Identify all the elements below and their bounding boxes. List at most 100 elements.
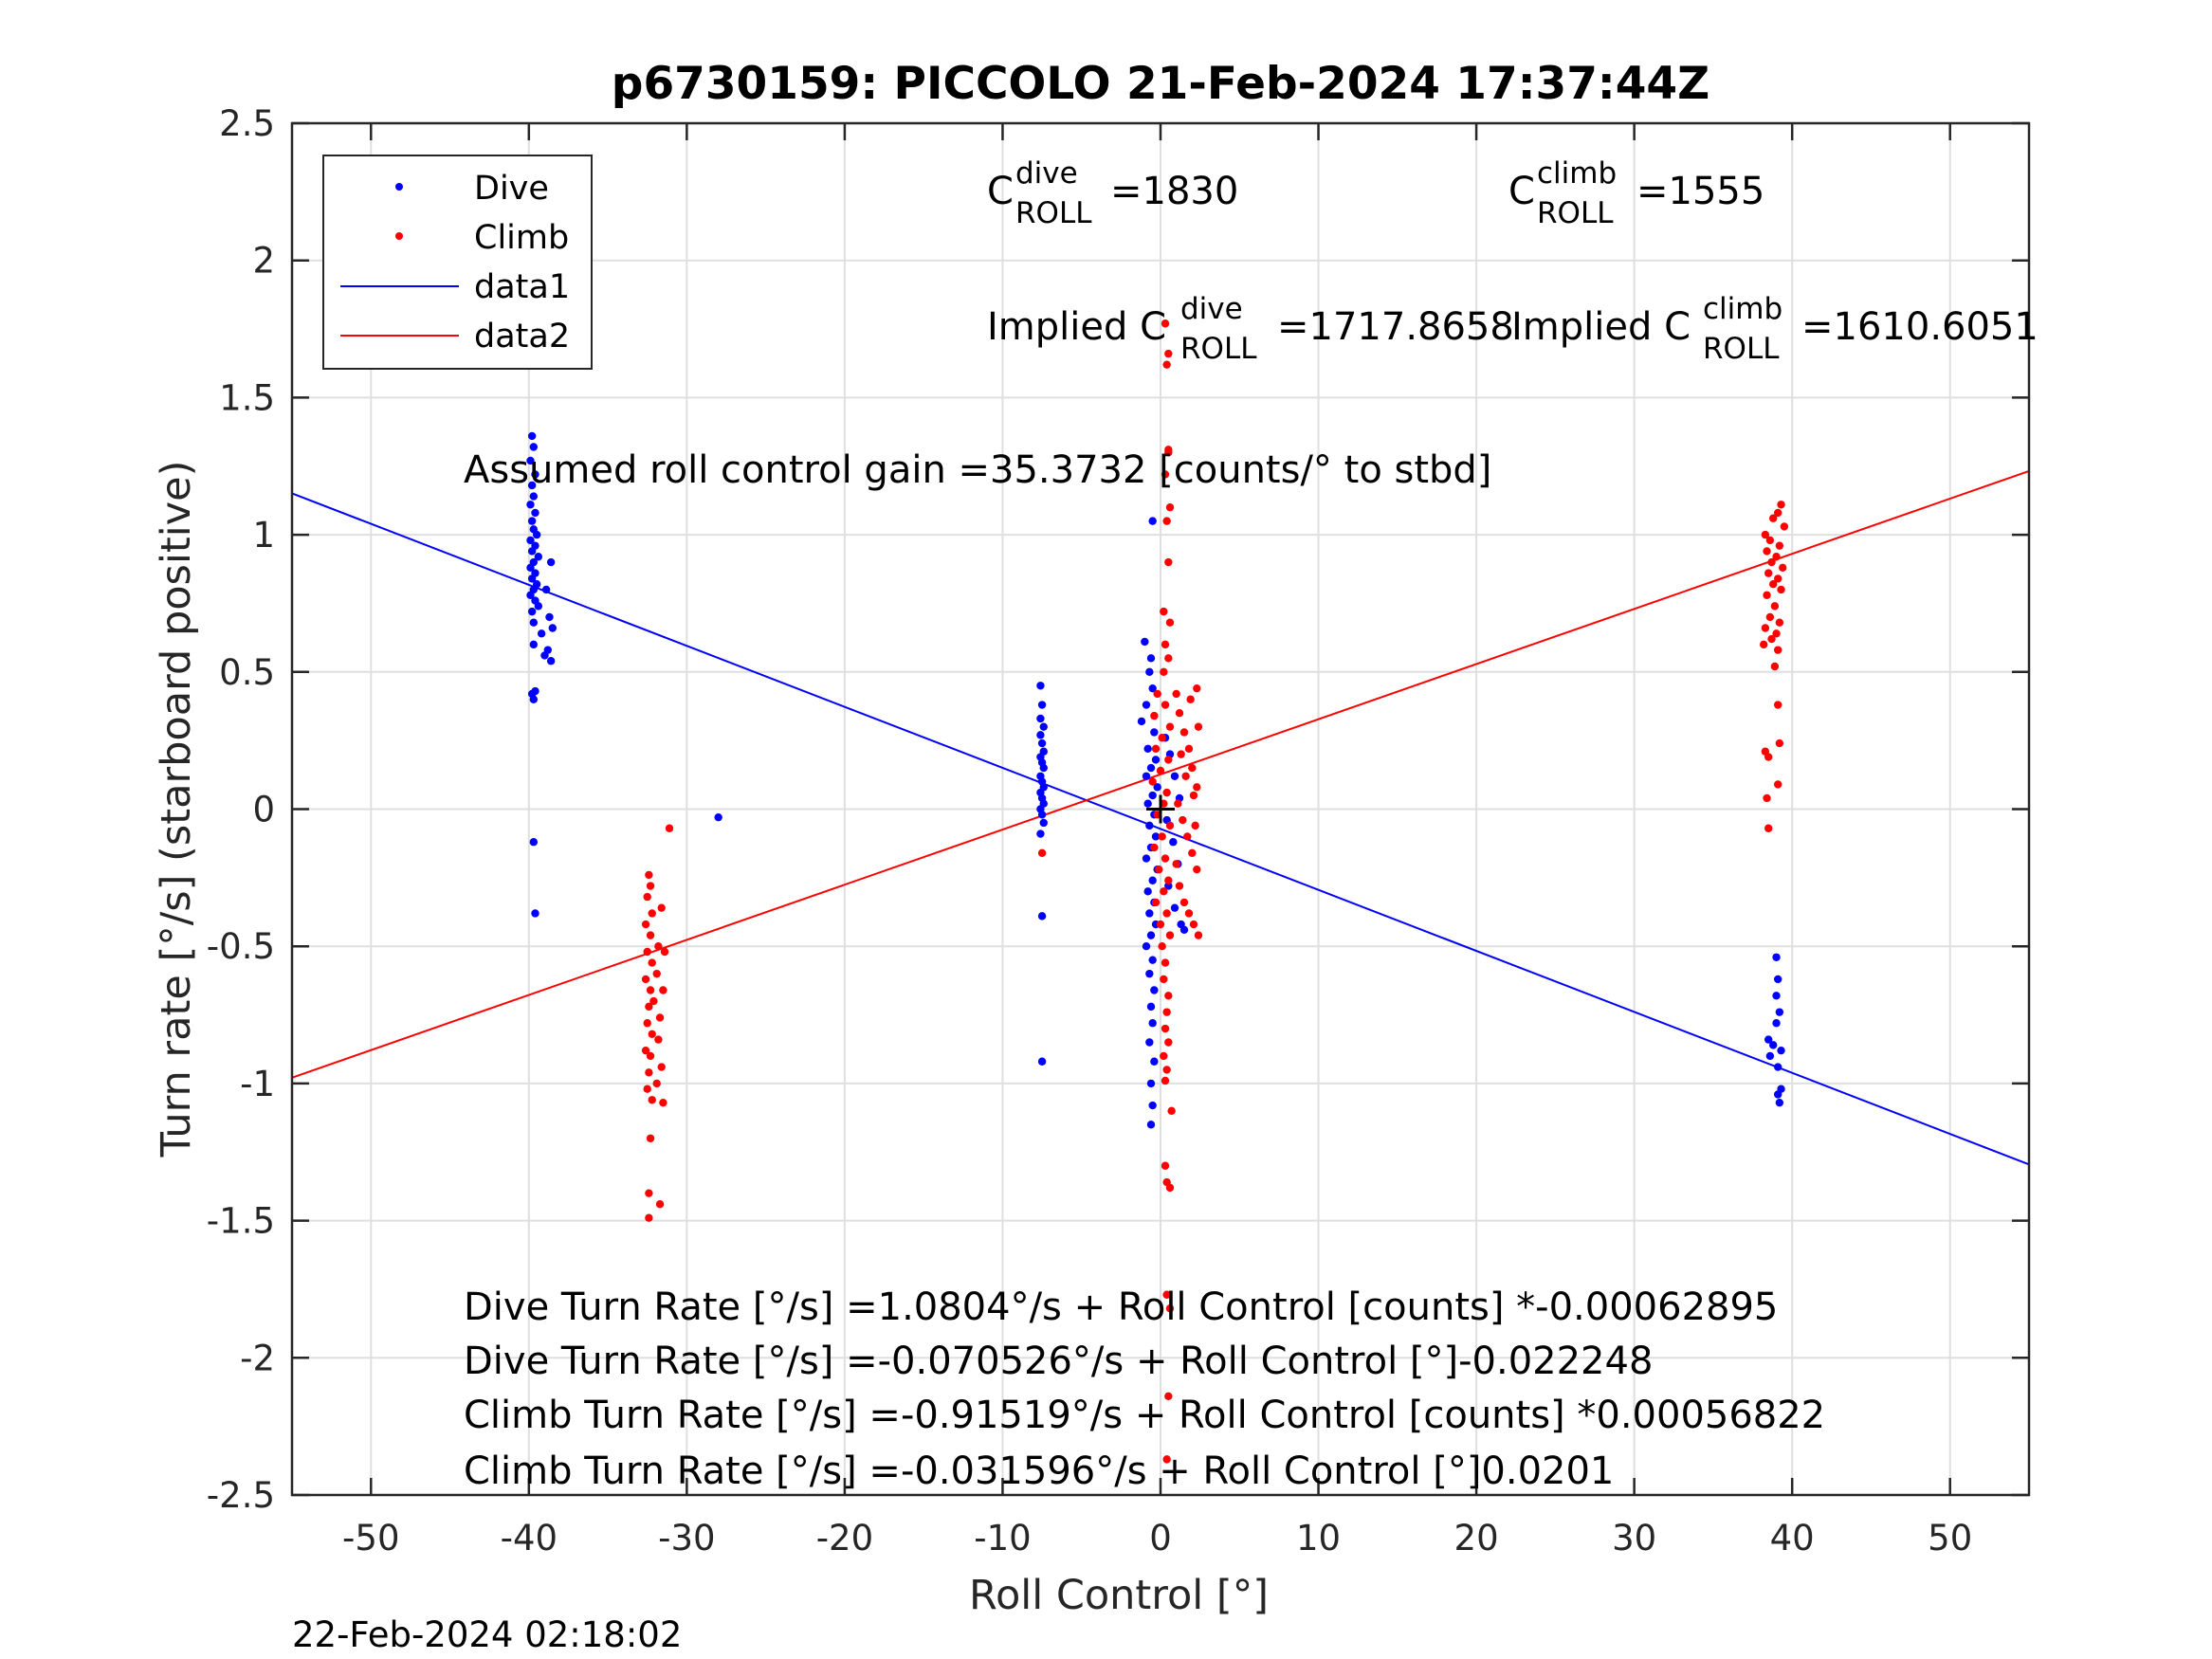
climb-point — [1775, 541, 1784, 550]
dive-point — [1145, 969, 1154, 978]
climb-point — [1765, 536, 1775, 545]
dive-point — [1037, 912, 1047, 921]
climb-point — [643, 1019, 651, 1028]
dive-point — [531, 909, 539, 918]
dive-point — [1153, 783, 1161, 792]
implied-dive-superscript: dive — [1180, 292, 1243, 326]
climb-point — [1175, 709, 1184, 718]
climb-point — [654, 1035, 663, 1044]
climb-point — [1037, 848, 1047, 858]
climb-point — [1161, 470, 1170, 479]
climb-point — [1161, 854, 1170, 863]
climb-point — [1158, 942, 1166, 951]
x-tick-label: 0 — [1149, 1518, 1172, 1559]
climb-point — [1775, 618, 1784, 627]
dive-point — [1146, 763, 1156, 773]
climb-point — [654, 942, 663, 951]
dive-point — [1146, 1002, 1156, 1012]
climb-point — [1773, 646, 1782, 654]
climb-point — [1162, 909, 1171, 918]
climb-point — [1773, 574, 1782, 583]
climb-point — [1165, 931, 1175, 939]
y-tick-label: 2.5 — [219, 103, 275, 144]
y-tick-label: 1.5 — [219, 377, 275, 418]
y-tick-label: -1 — [240, 1064, 275, 1104]
dive-point — [529, 492, 539, 501]
dive-point — [529, 618, 539, 627]
climb-point — [659, 1098, 667, 1107]
dive-point — [527, 431, 537, 441]
dive-point — [1148, 1019, 1157, 1028]
implied-dive-value: =1717.8658 — [1277, 305, 1514, 349]
c-dive-value: =1830 — [1110, 170, 1238, 213]
dive-point — [1773, 1090, 1782, 1099]
dive-point — [1039, 722, 1048, 731]
climb-point — [643, 947, 651, 957]
climb-point — [1165, 821, 1175, 830]
climb-point — [1181, 772, 1190, 780]
c-dive-subscript: ROLL — [1015, 196, 1092, 230]
climb-point — [1156, 766, 1165, 775]
dive-fit-counts: Dive Turn Rate [°/s] =1.0804°/s + Roll C… — [464, 1285, 1778, 1329]
y-axis-label: Turn rate [°/s] (starboard positive) — [153, 461, 200, 1158]
climb-point — [646, 931, 655, 939]
dive-point — [1768, 1041, 1778, 1049]
climb-point — [1160, 975, 1168, 984]
dive-point — [1037, 701, 1047, 709]
climb-point — [646, 1134, 655, 1142]
climb-point — [1165, 502, 1175, 512]
climb-point — [1764, 569, 1773, 577]
dive-point — [1764, 1035, 1773, 1044]
climb-point — [1767, 634, 1776, 644]
climb-point — [652, 1079, 661, 1088]
climb-point — [659, 986, 667, 994]
dive-point — [1777, 1046, 1785, 1055]
dive-point — [1148, 876, 1157, 884]
dive-point — [1143, 887, 1152, 896]
climb-point — [1179, 728, 1189, 737]
climb-point — [1761, 530, 1770, 539]
climb-point — [1164, 756, 1173, 764]
dive-point — [534, 602, 543, 611]
dive-point — [1039, 818, 1048, 828]
dive-point — [1142, 772, 1151, 780]
dive-point — [1146, 654, 1156, 663]
climb-point — [645, 870, 653, 880]
climb-point — [1765, 612, 1775, 622]
climb-point — [1191, 821, 1199, 830]
climb-point — [1165, 618, 1175, 627]
climb-point — [1188, 763, 1197, 773]
climb-point — [1165, 1183, 1175, 1193]
climb-point — [655, 1200, 665, 1209]
legend-dive-swatch — [395, 183, 403, 191]
dive-point — [1170, 903, 1179, 912]
climb-point — [1153, 689, 1161, 699]
dive-point — [529, 695, 539, 703]
climb-point — [1165, 1304, 1175, 1313]
climb-point — [641, 975, 650, 984]
climb-point — [1161, 319, 1170, 328]
climb-point — [649, 996, 658, 1006]
x-tick-label: -20 — [816, 1518, 873, 1559]
legend-climb-swatch — [395, 232, 403, 240]
climb-point — [1183, 832, 1192, 841]
climb-point — [1172, 860, 1180, 868]
climb-point — [645, 1002, 653, 1012]
legend-dive-label: Dive — [474, 170, 549, 208]
climb-point — [1763, 547, 1771, 556]
climb-point — [1175, 882, 1184, 890]
scatter-points — [526, 319, 1789, 1464]
climb-point — [643, 1085, 651, 1093]
dive-point — [1145, 909, 1154, 918]
y-tick-label: 1 — [252, 515, 275, 556]
dive-point — [1772, 1019, 1781, 1028]
dive-point — [527, 481, 537, 490]
climb-point — [1772, 629, 1781, 638]
climb-point — [1179, 898, 1189, 907]
dive-point — [529, 838, 539, 847]
climb-point — [1189, 791, 1198, 800]
dive-point — [1146, 1079, 1156, 1088]
climb-point — [1164, 992, 1173, 1000]
climb-fit-degrees: Climb Turn Rate [°/s] =-0.031596°/s + Ro… — [464, 1449, 1614, 1493]
